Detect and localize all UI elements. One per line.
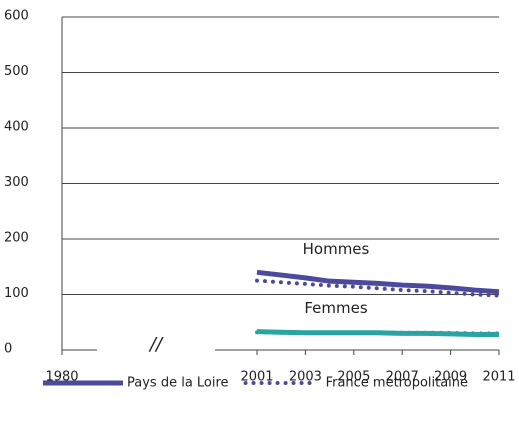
x-tick-label: 2003 (289, 370, 322, 385)
x-tick-label: 2007 (386, 370, 419, 385)
series-line (255, 278, 501, 298)
x-tick-label: 2009 (434, 370, 467, 385)
legend-label: France métropolitaine (326, 376, 468, 391)
y-tick-label: 400 (4, 120, 29, 135)
series-line (256, 269, 500, 295)
legend-label: Pays de la Loire (127, 376, 229, 391)
x-tick-label: 2005 (337, 370, 370, 385)
series-line (255, 330, 501, 336)
y-tick-label: 0 (4, 342, 12, 357)
y-tick-label: 500 (4, 64, 29, 79)
x-tick-label: 2001 (240, 370, 273, 385)
series-annotation: Hommes (303, 240, 370, 258)
x-tick-label: 2011 (482, 370, 515, 385)
y-tick-label: 300 (4, 175, 29, 190)
axis-break: // (148, 334, 164, 355)
series-annotation: Femmes (304, 299, 367, 317)
y-tick-label: 600 (4, 9, 29, 24)
y-tick-label: 200 (4, 231, 29, 246)
y-tick-label: 100 (4, 286, 29, 301)
